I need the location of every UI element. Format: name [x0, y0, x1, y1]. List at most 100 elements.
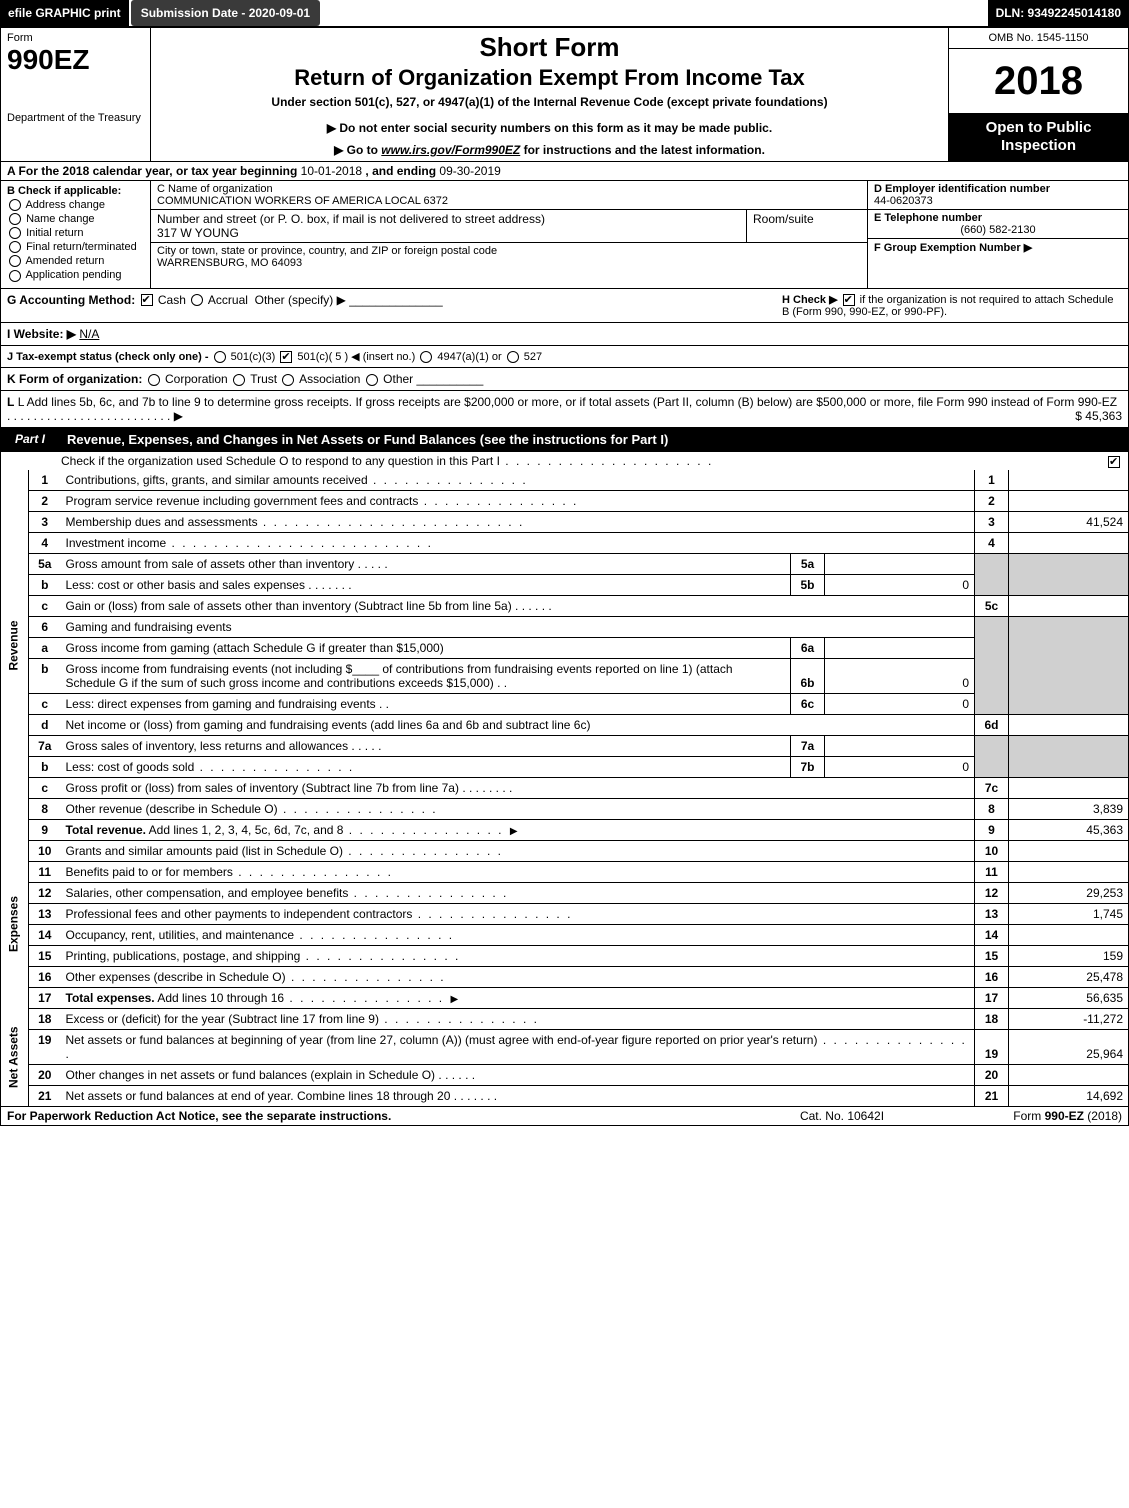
- block-bcdef: B Check if applicable: Address change Na…: [0, 181, 1129, 289]
- c-street-cell: Number and street (or P. O. box, if mail…: [151, 210, 867, 243]
- table-row: Net Assets 18 Excess or (deficit) for th…: [1, 1008, 1129, 1029]
- open-to-public: Open to Public Inspection: [949, 113, 1128, 161]
- table-row: 6 Gaming and fundraising events: [1, 616, 1129, 637]
- e-label: E Telephone number: [874, 212, 982, 224]
- chk-amended-return[interactable]: Amended return: [7, 255, 144, 267]
- table-row: d Net income or (loss) from gaming and f…: [1, 714, 1129, 735]
- l-text: L Add lines 5b, 6c, and 7b to line 9 to …: [18, 395, 1117, 409]
- f-label: F Group Exemption Number ▶: [874, 242, 1032, 254]
- table-row: 13 Professional fees and other payments …: [1, 903, 1129, 924]
- chk-address-change[interactable]: Address change: [7, 199, 144, 211]
- table-row: Revenue 1 Contributions, gifts, grants, …: [1, 470, 1129, 491]
- line-a: A For the 2018 calendar year, or tax yea…: [0, 162, 1129, 181]
- line-a-mid: , and ending: [365, 164, 439, 178]
- table-row: 8 Other revenue (describe in Schedule O)…: [1, 798, 1129, 819]
- chk-assoc[interactable]: [282, 374, 294, 386]
- h-label: H Check ▶: [782, 294, 838, 306]
- i-label: I Website: ▶: [7, 327, 76, 341]
- side-netassets: Net Assets: [1, 1008, 29, 1106]
- j-label: J Tax-exempt status (check only one) -: [7, 351, 212, 363]
- c-city-cell: City or town, state or province, country…: [151, 243, 867, 288]
- table-row: Expenses 10 Grants and similar amounts p…: [1, 840, 1129, 861]
- f-cell: F Group Exemption Number ▶: [868, 239, 1128, 288]
- chk-final-return[interactable]: Final return/terminated: [7, 241, 144, 253]
- chk-501c3[interactable]: [214, 351, 226, 363]
- sub3-pre: ▶ Go to: [334, 143, 381, 157]
- row-h: H Check ▶ if the organization is not req…: [782, 293, 1122, 318]
- d-label: D Employer identification number: [874, 183, 1050, 195]
- l-dots: . . . . . . . . . . . . . . . . . . . . …: [7, 409, 183, 423]
- table-row: a Gross income from gaming (attach Sched…: [1, 637, 1129, 658]
- chk-sched-o[interactable]: [1108, 456, 1120, 468]
- amt: [1009, 470, 1129, 491]
- form-label: Form: [7, 32, 144, 44]
- i-value: N/A: [79, 327, 99, 341]
- efile-label[interactable]: efile GRAPHIC print: [0, 0, 129, 26]
- footer-right: Form 990-EZ (2018): [942, 1109, 1122, 1123]
- part-1-title: Revenue, Expenses, and Changes in Net As…: [59, 428, 676, 451]
- department-label: Department of the Treasury: [7, 112, 144, 124]
- part-1-sub-text: Check if the organization used Schedule …: [61, 454, 500, 468]
- e-cell: E Telephone number (660) 582-2130: [868, 210, 1128, 239]
- table-row: 3 Membership dues and assessments 3 41,5…: [1, 511, 1129, 532]
- chk-527[interactable]: [507, 351, 519, 363]
- table-row: 11 Benefits paid to or for members 11: [1, 861, 1129, 882]
- chk-application-pending[interactable]: Application pending: [7, 269, 144, 281]
- c-street-label: Number and street (or P. O. box, if mail…: [157, 212, 740, 226]
- row-l: L L Add lines 5b, 6c, and 7b to line 9 t…: [0, 391, 1129, 428]
- irs-link[interactable]: www.irs.gov/Form990EZ: [381, 143, 520, 157]
- line-a-begin: 10-01-2018: [301, 164, 362, 178]
- table-row: 16 Other expenses (describe in Schedule …: [1, 966, 1129, 987]
- form-number: 990EZ: [7, 44, 144, 76]
- table-row: 2 Program service revenue including gove…: [1, 490, 1129, 511]
- chk-other[interactable]: [366, 374, 378, 386]
- l-amount: $ 45,363: [1075, 409, 1122, 423]
- table-row: 20 Other changes in net assets or fund b…: [1, 1064, 1129, 1085]
- chk-accrual[interactable]: [191, 294, 203, 306]
- form-title-1: Short Form: [159, 32, 940, 63]
- top-bar: efile GRAPHIC print Submission Date - 20…: [0, 0, 1129, 26]
- c-room-label: Room/suite: [753, 212, 861, 226]
- part-1-header: Part I Revenue, Expenses, and Changes in…: [0, 428, 1129, 452]
- row-g-h: G Accounting Method: Cash Accrual Other …: [0, 289, 1129, 323]
- g-label: G Accounting Method:: [7, 293, 135, 307]
- table-row: 9 Total revenue. Add lines 1, 2, 3, 4, 5…: [1, 819, 1129, 840]
- chk-h[interactable]: [843, 294, 855, 306]
- table-row: 17 Total expenses. Add lines 10 through …: [1, 987, 1129, 1008]
- d-value: 44-0620373: [874, 195, 933, 207]
- c-city-value: WARRENSBURG, MO 64093: [157, 257, 861, 269]
- desc: Contributions, gifts, grants, and simila…: [61, 470, 975, 491]
- chk-4947[interactable]: [420, 351, 432, 363]
- sub3-post: for instructions and the latest informat…: [520, 143, 765, 157]
- chk-corp[interactable]: [148, 374, 160, 386]
- table-row: 21 Net assets or fund balances at end of…: [1, 1085, 1129, 1106]
- table-row: 5a Gross amount from sale of assets othe…: [1, 553, 1129, 574]
- side-expenses: Expenses: [1, 840, 29, 1008]
- chk-initial-return[interactable]: Initial return: [7, 227, 144, 239]
- table-row: 12 Salaries, other compensation, and emp…: [1, 882, 1129, 903]
- row-k: K Form of organization: Corporation Trus…: [0, 368, 1129, 391]
- chk-name-change[interactable]: Name change: [7, 213, 144, 225]
- chk-501c[interactable]: [280, 351, 292, 363]
- chk-cash[interactable]: [141, 294, 153, 306]
- tax-year: 2018: [949, 49, 1128, 113]
- table-row: 15 Printing, publications, postage, and …: [1, 945, 1129, 966]
- col-c: C Name of organization COMMUNICATION WOR…: [151, 181, 868, 288]
- chk-trust[interactable]: [233, 374, 245, 386]
- table-row: b Gross income from fundraising events (…: [1, 658, 1129, 693]
- line-a-end: 09-30-2019: [439, 164, 500, 178]
- form-subtitle-1: Under section 501(c), 527, or 4947(a)(1)…: [159, 95, 940, 109]
- ln: 1: [29, 470, 61, 491]
- dln-label: DLN: 93492245014180: [988, 0, 1129, 26]
- header-right: OMB No. 1545-1150 2018 Open to Public In…: [948, 28, 1128, 161]
- header-left: Form 990EZ Department of the Treasury: [1, 28, 151, 161]
- form-subtitle-2: ▶ Do not enter social security numbers o…: [159, 121, 940, 135]
- submission-date: Submission Date - 2020-09-01: [131, 0, 320, 26]
- omb-number: OMB No. 1545-1150: [949, 28, 1128, 49]
- k-label: K Form of organization:: [7, 372, 142, 386]
- c-name-label: C Name of organization: [157, 183, 861, 195]
- part-1-num: Part I: [1, 428, 59, 450]
- num: 1: [975, 470, 1009, 491]
- lines-table: Revenue 1 Contributions, gifts, grants, …: [0, 470, 1129, 1107]
- header-middle: Short Form Return of Organization Exempt…: [151, 28, 948, 161]
